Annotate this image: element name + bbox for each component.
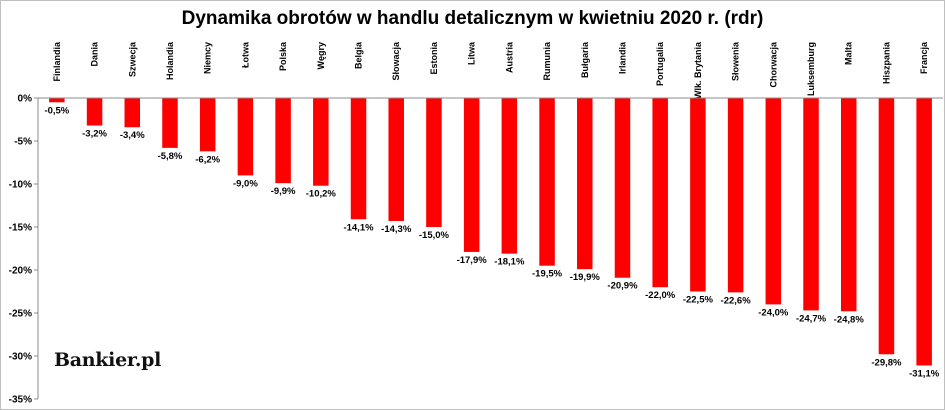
y-tick-label: -30% xyxy=(9,352,32,363)
category-label: Węgry xyxy=(316,42,326,70)
bar xyxy=(614,98,631,278)
data-label: -19,5% xyxy=(532,269,563,280)
y-tick-label: -20% xyxy=(9,266,32,277)
data-label: -15,0% xyxy=(419,230,450,241)
category-label: Austria xyxy=(504,41,514,73)
data-label: -9,0% xyxy=(233,178,258,189)
bar xyxy=(765,98,782,305)
data-label: -24,7% xyxy=(796,313,827,324)
bar xyxy=(49,98,65,103)
category-label: Malta xyxy=(844,41,854,65)
category-label: Portugalia xyxy=(655,41,665,86)
y-tick-label: 0% xyxy=(18,94,33,105)
data-label: -0,5% xyxy=(44,105,69,116)
category-label: Litwa xyxy=(467,41,477,65)
data-label: -20,9% xyxy=(607,281,638,292)
data-label: -31,1% xyxy=(909,368,940,379)
category-label: Szwecja xyxy=(127,41,137,77)
data-label: -22,0% xyxy=(645,290,676,301)
data-label: -22,6% xyxy=(721,295,752,306)
bar xyxy=(652,98,668,288)
category-label: Dania xyxy=(90,41,100,67)
bar xyxy=(803,98,819,311)
bar xyxy=(690,98,706,292)
bar xyxy=(124,98,141,128)
category-label: Holandia xyxy=(165,41,175,80)
category-label: Francja xyxy=(919,41,929,74)
bar xyxy=(840,98,857,312)
bar xyxy=(199,98,216,152)
y-tick-label: -10% xyxy=(9,180,32,191)
bar xyxy=(426,98,442,227)
category-label: Irlandia xyxy=(617,41,627,74)
bar xyxy=(350,98,367,220)
category-label: Niemcy xyxy=(203,42,213,74)
chart-title: Dynamika obrotów w handlu detalicznym w … xyxy=(181,8,764,29)
y-tick-label: -5% xyxy=(14,137,32,148)
category-label: Bułgaria xyxy=(580,41,590,78)
category-label: Wlk. Brytania xyxy=(693,41,703,99)
bar xyxy=(162,98,178,148)
bar xyxy=(463,98,480,252)
y-tick-label: -15% xyxy=(9,223,32,234)
bar xyxy=(237,98,254,176)
data-label: -24,0% xyxy=(758,307,789,318)
category-label: Finlandia xyxy=(52,41,62,81)
bar xyxy=(313,98,329,186)
data-label: -9,9% xyxy=(271,186,296,197)
category-label: Słowenia xyxy=(731,41,741,81)
data-label: -18,1% xyxy=(494,257,525,268)
bar xyxy=(86,98,103,126)
data-label: -14,3% xyxy=(381,224,412,235)
data-label: -3,2% xyxy=(82,129,107,140)
category-label: Luksemburg xyxy=(806,42,816,96)
bankier-logo: Bankier.pl xyxy=(54,349,162,371)
category-label: Polska xyxy=(278,41,288,71)
bar xyxy=(539,98,555,266)
category-label: Hiszpania xyxy=(881,41,891,84)
category-label: Słowacja xyxy=(391,41,401,81)
data-label: -29,8% xyxy=(871,357,902,368)
data-label: -3,4% xyxy=(120,130,145,141)
category-label: Estonia xyxy=(429,41,439,75)
category-label: Belgia xyxy=(354,41,364,69)
category-label: Rumunia xyxy=(542,41,552,80)
bar xyxy=(878,98,895,355)
data-label: -5,8% xyxy=(158,151,183,162)
bar xyxy=(727,98,744,293)
bar xyxy=(577,98,593,270)
bar xyxy=(501,98,518,254)
category-label: Chorwacja xyxy=(768,41,778,88)
bar xyxy=(275,98,291,184)
data-label: -14,1% xyxy=(343,222,374,233)
bar xyxy=(388,98,404,221)
data-label: -22,5% xyxy=(683,295,714,306)
data-label: -6,2% xyxy=(195,154,220,165)
y-tick-label: -35% xyxy=(9,395,32,406)
bar xyxy=(916,98,932,366)
data-label: -24,8% xyxy=(834,314,865,325)
data-label: -10,2% xyxy=(306,189,337,200)
data-label: -19,9% xyxy=(570,272,601,283)
y-tick-label: -25% xyxy=(9,309,32,320)
data-label: -17,9% xyxy=(457,255,488,266)
category-label: Łotwa xyxy=(240,41,250,68)
